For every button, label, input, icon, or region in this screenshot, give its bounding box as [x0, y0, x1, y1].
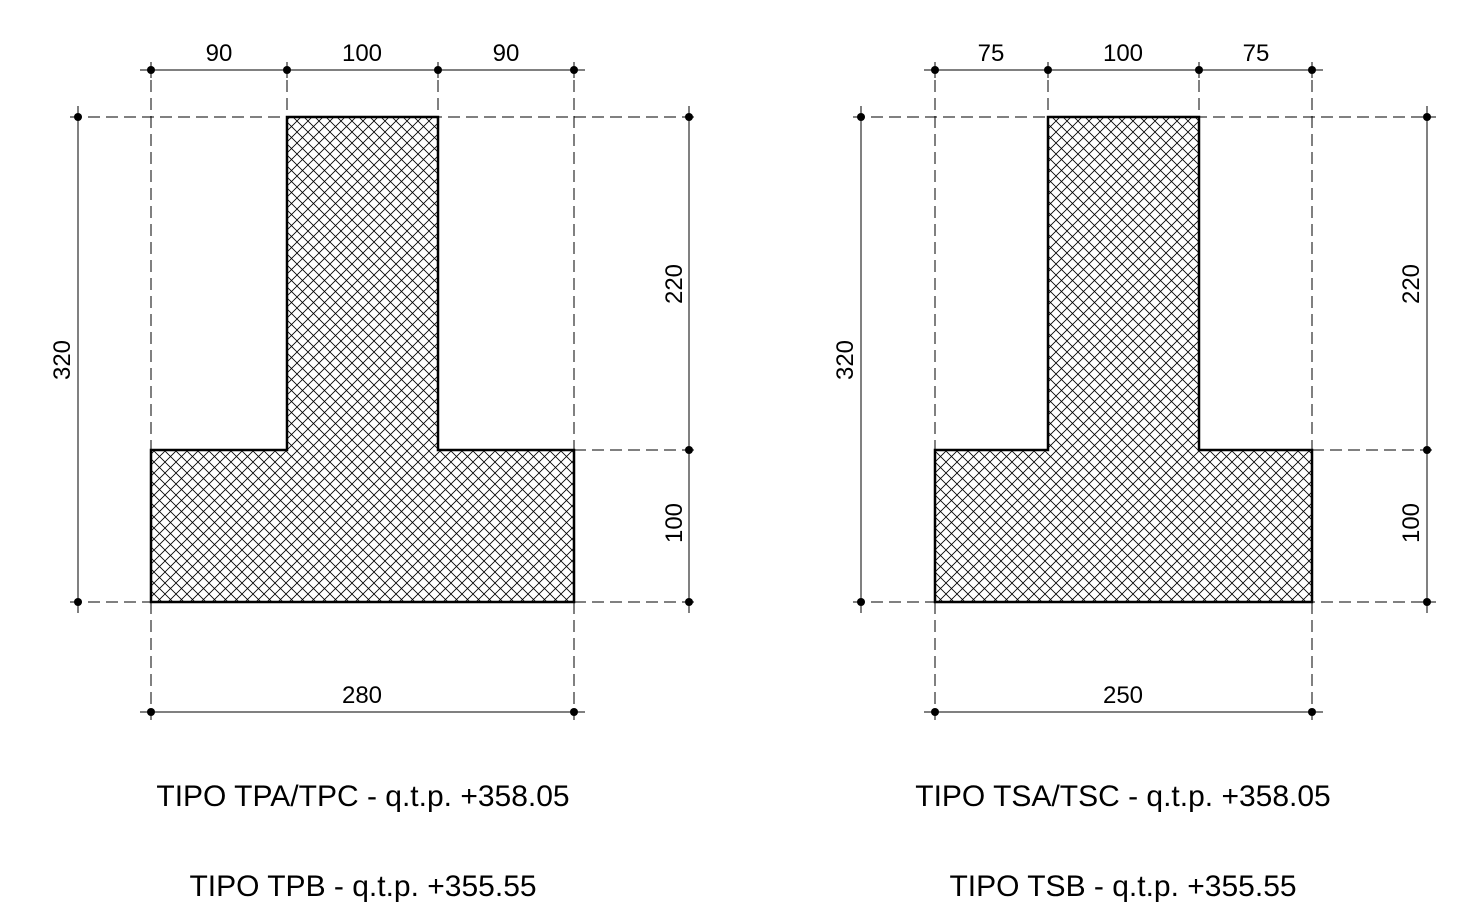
dim-top-left: 90 [206, 40, 233, 67]
dimension-lines [77, 62, 690, 713]
t-section-shape [149, 115, 576, 604]
dim-top-right: 90 [493, 40, 520, 67]
section-tp: 90 100 90 280 320 220 100 [49, 40, 698, 720]
dim-top-left: 75 [978, 40, 1005, 67]
dimension-dots [74, 66, 693, 716]
caption-tp-primary: TIPO TPA/TPC - q.t.p. +358.05 [156, 780, 570, 813]
dimension-dots [857, 66, 1431, 716]
dim-left-height: 320 [832, 340, 859, 380]
dim-right-upper: 220 [661, 264, 688, 304]
dim-top-right: 75 [1243, 40, 1270, 67]
dimension-lines [860, 62, 1428, 713]
dim-bottom-width: 280 [342, 682, 382, 709]
dim-top-center: 100 [1103, 40, 1143, 67]
dim-right-lower: 100 [661, 503, 688, 543]
caption-tp-secondary: TIPO TPB - q.t.p. +355.55 [189, 870, 537, 903]
dim-bottom-width: 250 [1103, 682, 1143, 709]
t-section-shape [933, 115, 1314, 604]
dim-left-height: 320 [49, 340, 76, 380]
dim-right-upper: 220 [1398, 264, 1425, 304]
dim-top-center: 100 [342, 40, 382, 67]
section-ts: 75 100 75 250 320 220 100 [832, 40, 1436, 720]
dim-right-lower: 100 [1398, 503, 1425, 543]
caption-ts-primary: TIPO TSA/TSC - q.t.p. +358.05 [915, 780, 1331, 813]
caption-ts-secondary: TIPO TSB - q.t.p. +355.55 [949, 870, 1297, 903]
